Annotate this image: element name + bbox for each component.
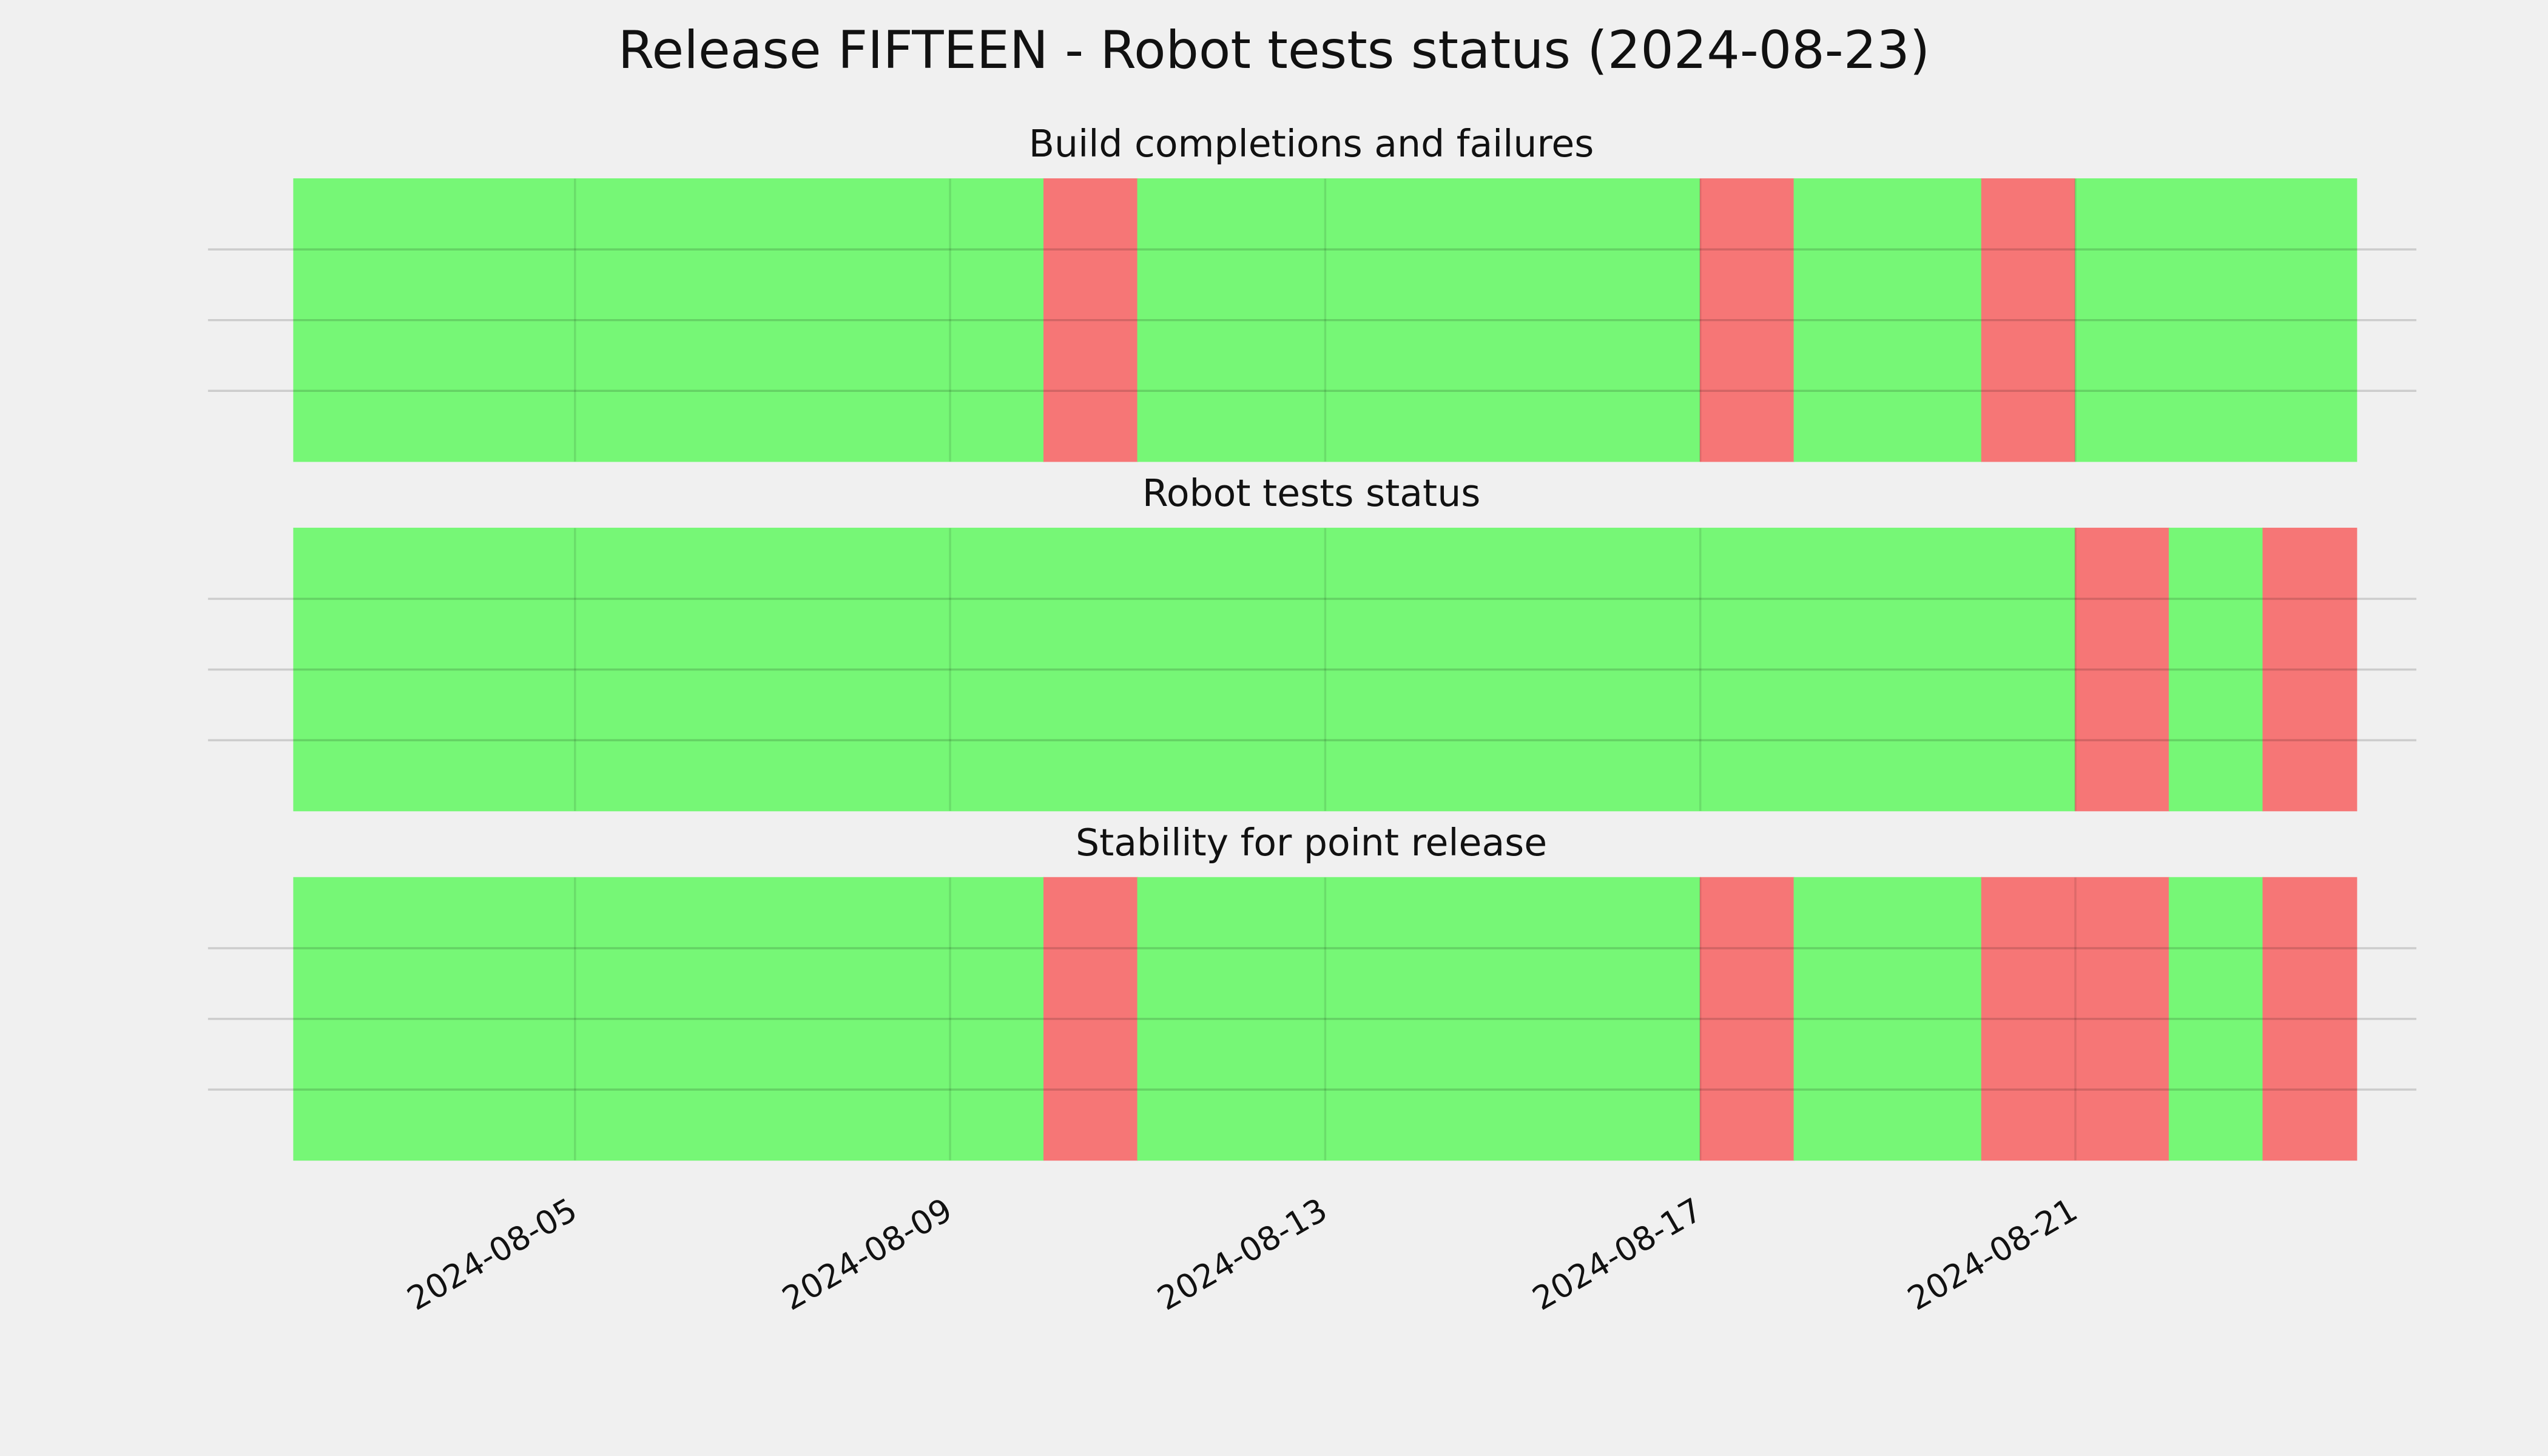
status-span xyxy=(1700,877,1795,1161)
panel-title: Stability for point release xyxy=(1076,821,1547,864)
panel-title: Robot tests status xyxy=(1142,471,1480,515)
status-span xyxy=(2262,877,2358,1161)
status-span xyxy=(2075,178,2358,462)
status-span xyxy=(2168,527,2263,812)
status-span xyxy=(1043,178,1138,462)
status-span xyxy=(293,178,1045,462)
status-span xyxy=(1137,178,1701,462)
status-span xyxy=(1981,877,2170,1161)
status-span xyxy=(1700,178,1795,462)
status-span xyxy=(1981,178,2076,462)
status-span xyxy=(1793,877,1983,1161)
status-span xyxy=(1793,178,1983,462)
status-span xyxy=(2168,877,2263,1161)
status-span xyxy=(293,527,2076,812)
status-span xyxy=(2075,527,2170,812)
status-span xyxy=(1137,877,1701,1161)
chart-title: Release FIFTEEN - Robot tests status (20… xyxy=(618,20,1930,81)
panel-title: Build completions and failures xyxy=(1029,122,1594,166)
status-span xyxy=(2262,527,2358,812)
